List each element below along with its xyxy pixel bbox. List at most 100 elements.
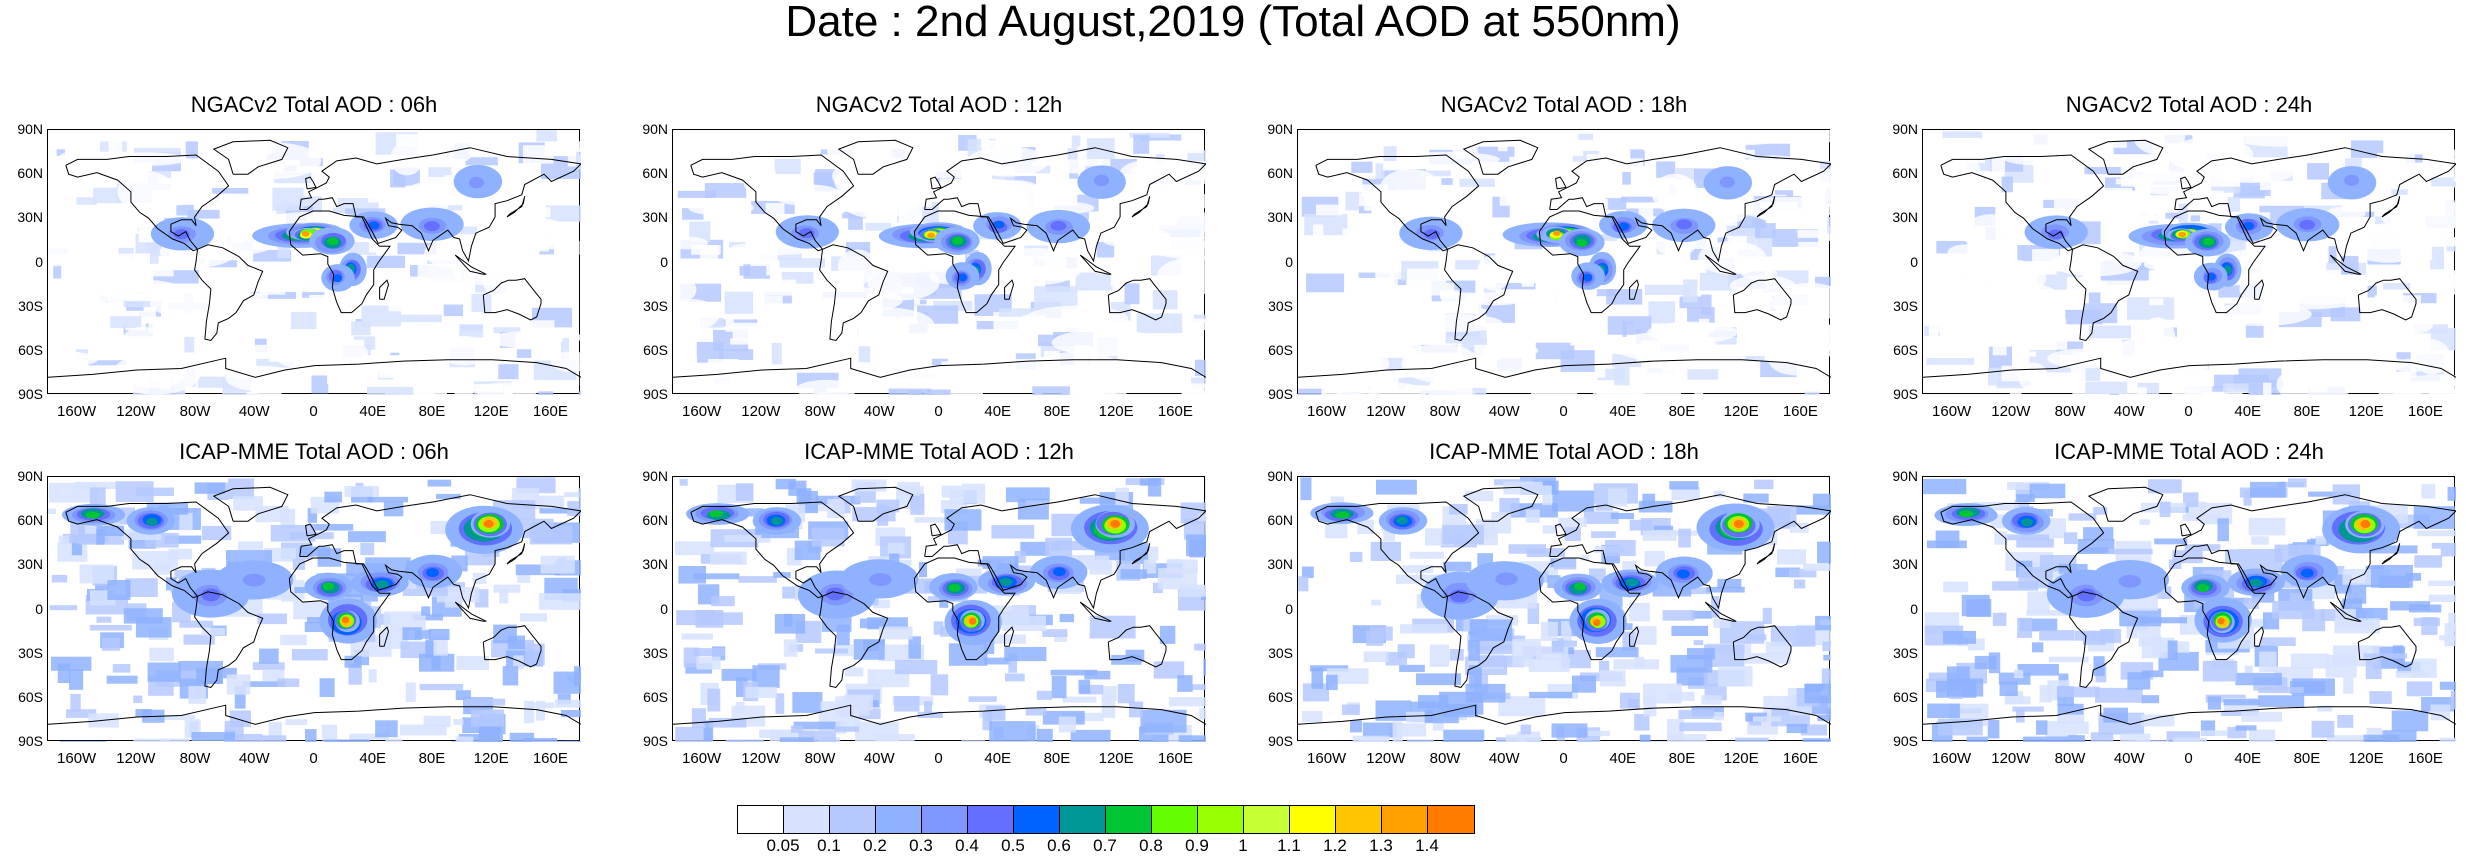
aod-plume <box>1050 221 1066 231</box>
aod-cell <box>1640 735 1651 742</box>
aod-cell <box>1376 480 1417 495</box>
aod-cell <box>429 629 450 640</box>
aod-cell <box>1639 501 1673 513</box>
aod-cell <box>1794 579 1805 588</box>
aod-cell <box>554 672 581 694</box>
map-panel <box>1297 476 1830 741</box>
aod-cell <box>875 734 914 741</box>
aod-cell <box>1425 710 1459 723</box>
aod-cell <box>1203 659 1206 676</box>
aod-cell <box>1706 587 1744 593</box>
aod-plume <box>927 233 935 238</box>
aod-cell <box>2417 530 2456 536</box>
aod-cell <box>942 486 962 498</box>
aod-cell <box>1993 613 2007 626</box>
panel-title: NGACv2 Total AOD : 12h <box>674 93 1204 117</box>
aod-cell <box>1032 386 1070 395</box>
lon-tick-label: 120W <box>1981 404 2041 420</box>
aod-cell <box>1630 520 1652 531</box>
aod-cell <box>1755 223 1776 238</box>
aod-cell <box>1687 648 1715 659</box>
aod-cell <box>345 656 362 668</box>
aod-cell <box>1342 704 1360 714</box>
aod-cell <box>1718 666 1752 687</box>
aod-low-region <box>771 184 843 206</box>
aod-cell <box>2106 549 2153 554</box>
lon-tick-label: 40W <box>849 751 909 767</box>
aod-cell <box>2064 532 2077 544</box>
lat-tick-label: 90N <box>630 469 668 483</box>
lat-tick-label: 30N <box>1880 210 1918 224</box>
aod-plume <box>1396 516 1407 524</box>
aod-cell <box>368 188 399 203</box>
aod-cell <box>2225 549 2238 562</box>
aod-cell <box>212 188 248 194</box>
aod-low-region <box>2144 257 2203 271</box>
lat-tick-label: 60S <box>1880 690 1918 704</box>
lon-tick-label: 40W <box>2099 404 2159 420</box>
aod-cell <box>2203 661 2238 682</box>
aod-map <box>1298 130 1831 395</box>
colorbar-label: 0.4 <box>942 836 992 856</box>
aod-cell <box>280 635 307 645</box>
aod-cell <box>375 720 398 737</box>
aod-cell <box>285 719 307 725</box>
aod-cell <box>1570 326 1602 346</box>
colorbar-swatch <box>784 806 830 833</box>
aod-cell <box>261 272 287 280</box>
aod-cell <box>2343 678 2353 694</box>
aod-cell <box>2249 730 2275 742</box>
aod-cell <box>269 722 282 737</box>
aod-plume <box>1110 520 1120 528</box>
lat-tick-label: 90S <box>1255 734 1293 748</box>
lat-tick-label: 0 <box>630 602 668 616</box>
aod-cell <box>1929 329 1938 349</box>
aod-cell <box>579 241 581 255</box>
colorbar-swatch <box>968 806 1014 833</box>
lon-tick-label: 80E <box>2277 751 2337 767</box>
aod-cell <box>367 387 413 395</box>
aod-cell <box>2217 518 2228 541</box>
lon-tick-label: 160E <box>1770 751 1830 767</box>
aod-cell <box>1078 680 1090 694</box>
aod-low-region <box>967 147 1048 177</box>
aod-cell <box>2142 695 2159 703</box>
aod-plume <box>1576 239 1587 247</box>
aod-cell <box>2052 394 2064 395</box>
aod-cell <box>76 197 96 205</box>
aod-cell <box>1063 697 1097 703</box>
aod-cell <box>2312 721 2335 738</box>
aod-low-region <box>743 158 777 197</box>
colorbar-swatch <box>1290 806 1336 833</box>
aod-cell <box>1607 134 1626 147</box>
aod-plume <box>1626 578 1639 586</box>
aod-cell <box>1129 701 1143 717</box>
aod-cell <box>2201 730 2228 736</box>
aod-cell <box>1572 676 1596 693</box>
lon-tick-label: 40E <box>343 404 403 420</box>
aod-cell <box>2149 298 2163 305</box>
lat-tick-label: 90S <box>630 734 668 748</box>
aod-cell <box>815 648 848 653</box>
lat-tick-label: 90N <box>1880 122 1918 136</box>
aod-plume <box>2119 575 2142 588</box>
aod-cell <box>2440 738 2456 742</box>
aod-low-region <box>106 152 187 166</box>
aod-cell <box>169 549 193 560</box>
aod-cell <box>202 526 231 540</box>
lat-tick-label: 90N <box>5 122 43 136</box>
aod-plume <box>952 237 963 245</box>
aod-cell <box>1407 268 1446 282</box>
aod-cell <box>1205 478 1206 500</box>
lon-tick-label: 40W <box>1474 751 1534 767</box>
aod-cell <box>725 317 733 332</box>
lat-tick-label: 30N <box>5 210 43 224</box>
lon-tick-label: 40W <box>224 404 284 420</box>
aod-cell <box>459 324 483 337</box>
aod-cell <box>1311 668 1323 689</box>
lon-tick-label: 160W <box>47 751 107 767</box>
lon-tick-label: 80W <box>2040 404 2100 420</box>
aod-low-region <box>1993 133 2073 165</box>
map-panel <box>47 129 580 394</box>
aod-cell <box>1588 731 1610 736</box>
